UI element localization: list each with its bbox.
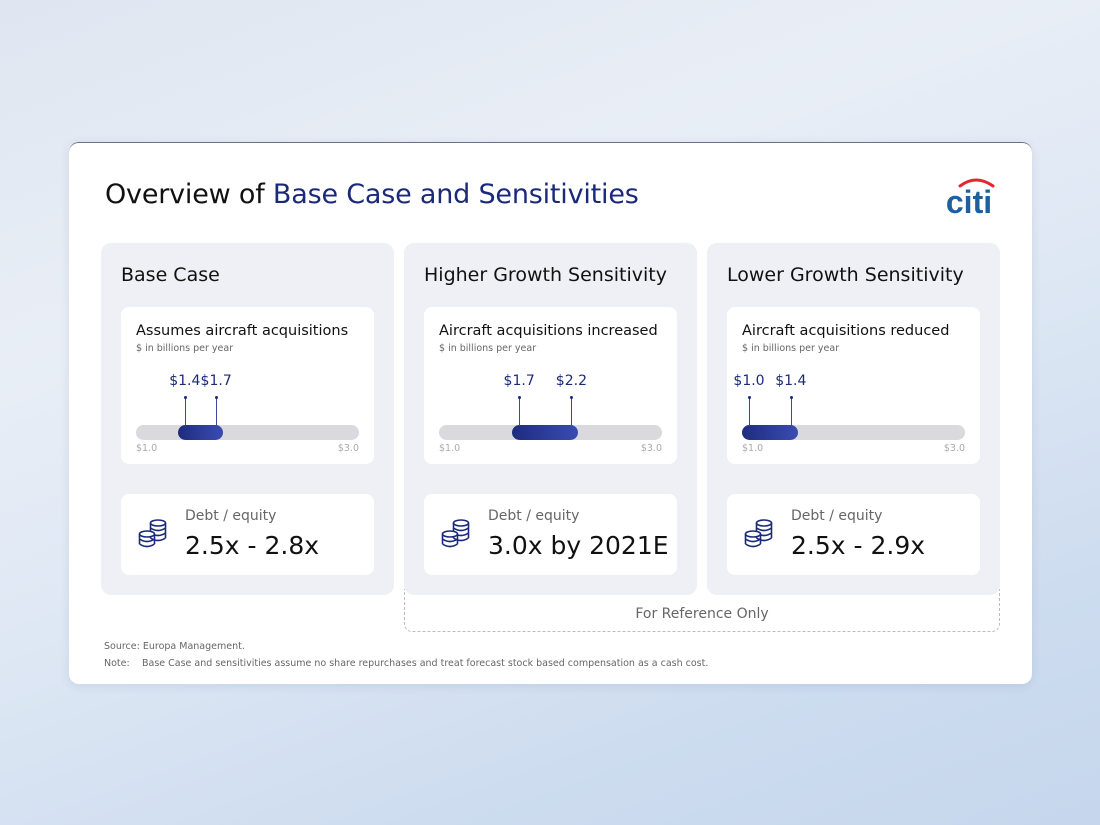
- note-key: Note:: [104, 658, 130, 669]
- range-card-subtitle: $ in billions per year: [439, 343, 537, 354]
- citi-logo: citi: [946, 178, 995, 217]
- range-fill: [742, 425, 798, 440]
- range-fill: [177, 425, 224, 440]
- slide-panel: Overview of Base Case and Sensitivities …: [69, 142, 1032, 684]
- acquisition-range-card: Assumes aircraft acquisitions $ in billi…: [121, 307, 374, 464]
- high-pin: [215, 396, 219, 426]
- debt-equity-value: 2.5x - 2.9x: [791, 531, 926, 560]
- logo-text: citi: [946, 184, 992, 217]
- debt-equity-label: Debt / equity: [488, 508, 580, 524]
- reference-only-bracket: For Reference Only: [404, 589, 1000, 632]
- range-card-title: Assumes aircraft acquisitions: [136, 323, 349, 339]
- title-prefix: Overview of: [105, 179, 273, 210]
- axis-min-label: $1.0: [742, 443, 764, 454]
- axis-min-label: $1.0: [136, 443, 158, 454]
- debt-equity-card: Debt / equity 2.5x - 2.9x: [727, 494, 980, 575]
- high-pin: [570, 396, 574, 426]
- low-value-label: $1.0: [733, 373, 765, 389]
- low-value-label: $1.7: [503, 373, 535, 389]
- range-card-subtitle: $ in billions per year: [136, 343, 234, 354]
- column-base-case: Base Case Assumes aircraft acquisitions …: [101, 243, 394, 595]
- range-track: [136, 425, 359, 440]
- coins-stack-icon: [441, 519, 470, 548]
- debt-equity-card: Debt / equity 3.0x by 2021E: [424, 494, 677, 575]
- debt-equity-label: Debt / equity: [791, 508, 883, 524]
- note-footnote: Note: Base Case and sensitivities assume …: [104, 658, 708, 669]
- low-value-label: $1.4: [169, 373, 201, 389]
- source-footnote: Source: Europa Management.: [104, 641, 245, 652]
- coins-stack-icon: [138, 519, 167, 548]
- axis-max-label: $3.0: [640, 443, 662, 454]
- page-title: Overview of Base Case and Sensitivities: [105, 179, 639, 210]
- debt-equity-value: 3.0x by 2021E: [488, 531, 669, 560]
- low-pin: [518, 396, 522, 426]
- low-pin: [183, 396, 187, 426]
- column-title: Higher Growth Sensitivity: [424, 264, 667, 286]
- coins-stack-icon: [744, 519, 773, 548]
- title-accent: Base Case and Sensitivities: [272, 179, 639, 210]
- high-value-label: $2.2: [555, 373, 587, 389]
- range-fill: [512, 425, 579, 440]
- axis-max-label: $3.0: [337, 443, 359, 454]
- column-higher-growth: Higher Growth Sensitivity Aircraft acqui…: [404, 243, 697, 595]
- debt-equity-card: Debt / equity 2.5x - 2.8x: [121, 494, 374, 575]
- reference-only-label: For Reference Only: [635, 606, 769, 622]
- column-title: Base Case: [121, 264, 220, 286]
- high-pin: [789, 396, 793, 426]
- high-value-label: $1.4: [775, 373, 807, 389]
- note-text: Base Case and sensitivities assume no sh…: [142, 658, 709, 669]
- range-track: [742, 425, 965, 440]
- range-card-title: Aircraft acquisitions reduced: [742, 323, 950, 339]
- high-value-label: $1.7: [200, 373, 232, 389]
- debt-equity-label: Debt / equity: [185, 508, 277, 524]
- acquisition-range-card: Aircraft acquisitions reduced $ in billi…: [727, 307, 980, 464]
- axis-min-label: $1.0: [439, 443, 461, 454]
- acquisition-range-card: Aircraft acquisitions increased $ in bil…: [424, 307, 677, 464]
- column-lower-growth: Lower Growth Sensitivity Aircraft acquis…: [707, 243, 1000, 595]
- debt-equity-value: 2.5x - 2.8x: [185, 531, 320, 560]
- range-card-subtitle: $ in billions per year: [742, 343, 840, 354]
- low-pin: [748, 396, 751, 426]
- axis-max-label: $3.0: [943, 443, 965, 454]
- range-card-title: Aircraft acquisitions increased: [439, 323, 658, 339]
- column-title: Lower Growth Sensitivity: [727, 264, 964, 286]
